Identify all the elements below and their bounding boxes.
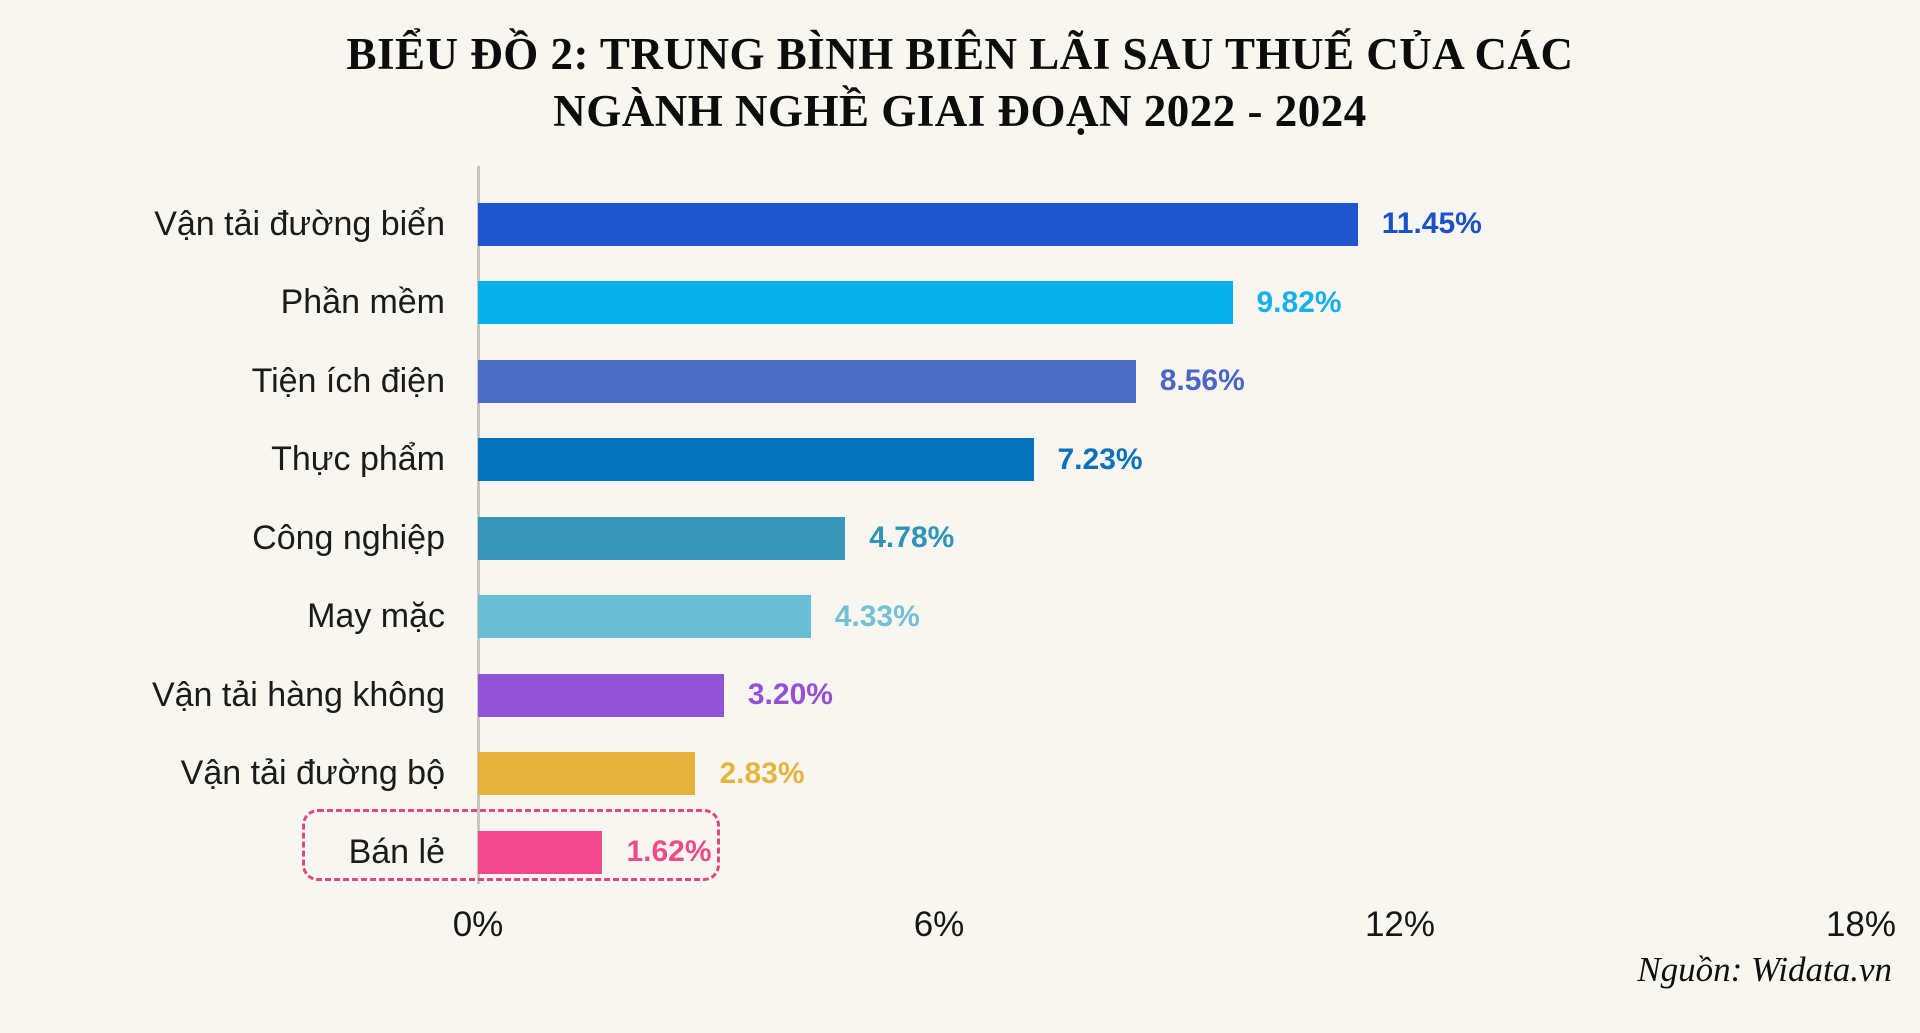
bar-row: May mặc 4.33% bbox=[0, 578, 1920, 657]
category-label: Vận tải đường bộ bbox=[180, 754, 445, 793]
chart-title-line-1: BIỂU ĐỒ 2: TRUNG BÌNH BIÊN LÃI SAU THUẾ … bbox=[346, 29, 1574, 79]
bar bbox=[478, 281, 1233, 325]
bar-row: Vận tải đường bộ 2.83% bbox=[0, 735, 1920, 814]
bar-value-label: 11.45% bbox=[1381, 207, 1482, 241]
bar-row: Phần mềm 9.82% bbox=[0, 264, 1920, 343]
bar bbox=[478, 516, 846, 560]
category-label: Bán lẻ bbox=[348, 832, 445, 871]
category-label: Phần mềm bbox=[280, 283, 445, 322]
bar bbox=[478, 359, 1136, 403]
bar-value-label: 7.23% bbox=[1057, 442, 1143, 476]
x-axis-tick: 18% bbox=[1825, 905, 1897, 944]
bar-row: Vận tải đường biển 11.45% bbox=[0, 185, 1920, 264]
chart-title: BIỂU ĐỒ 2: TRUNG BÌNH BIÊN LÃI SAU THUẾ … bbox=[0, 26, 1920, 140]
bar-row: Thực phẩm 7.23% bbox=[0, 421, 1920, 500]
x-axis-tick: 6% bbox=[913, 905, 965, 944]
bar-plot-area: Vận tải đường biển 11.45% Phần mềm 9.82% Tiệ… bbox=[0, 185, 1920, 892]
bar bbox=[478, 202, 1358, 246]
bar-value-label: 4.33% bbox=[834, 599, 920, 633]
category-label: Vận tải đường biển bbox=[154, 204, 445, 243]
bar-value-label: 9.82% bbox=[1256, 285, 1342, 319]
bar bbox=[478, 830, 603, 874]
x-axis-tick: 12% bbox=[1364, 905, 1436, 944]
x-axis-tick-labels: 0% 6% 12% 18% bbox=[0, 905, 1920, 955]
category-label: Công nghiệp bbox=[252, 518, 445, 557]
category-label: May mặc bbox=[307, 597, 445, 636]
bar-value-label: 3.20% bbox=[747, 678, 833, 712]
source-credit: Nguồn: Widata.vn bbox=[1637, 950, 1892, 989]
bar bbox=[478, 673, 724, 717]
bar-row: Tiện ích điện 8.56% bbox=[0, 342, 1920, 421]
bar-value-label: 1.62% bbox=[626, 835, 712, 869]
category-label: Tiện ích điện bbox=[251, 361, 445, 400]
bar-row: Vận tải hàng không 3.20% bbox=[0, 656, 1920, 735]
bar bbox=[478, 752, 696, 796]
bar bbox=[478, 438, 1034, 482]
bar-value-label: 4.78% bbox=[869, 521, 955, 555]
bar bbox=[478, 595, 811, 639]
bar-value-label: 8.56% bbox=[1159, 364, 1245, 398]
chart-title-line-2: NGÀNH NGHỀ GIAI ĐOẠN 2022 - 2024 bbox=[553, 86, 1367, 136]
category-label: Thực phẩm bbox=[271, 440, 445, 479]
bar-row: Công nghiệp 4.78% bbox=[0, 499, 1920, 578]
bar-row: Bán lẻ 1.62% bbox=[0, 809, 1920, 892]
x-axis-tick: 0% bbox=[452, 905, 504, 944]
category-label: Vận tải hàng không bbox=[151, 675, 445, 714]
bar-value-label: 2.83% bbox=[719, 756, 805, 790]
